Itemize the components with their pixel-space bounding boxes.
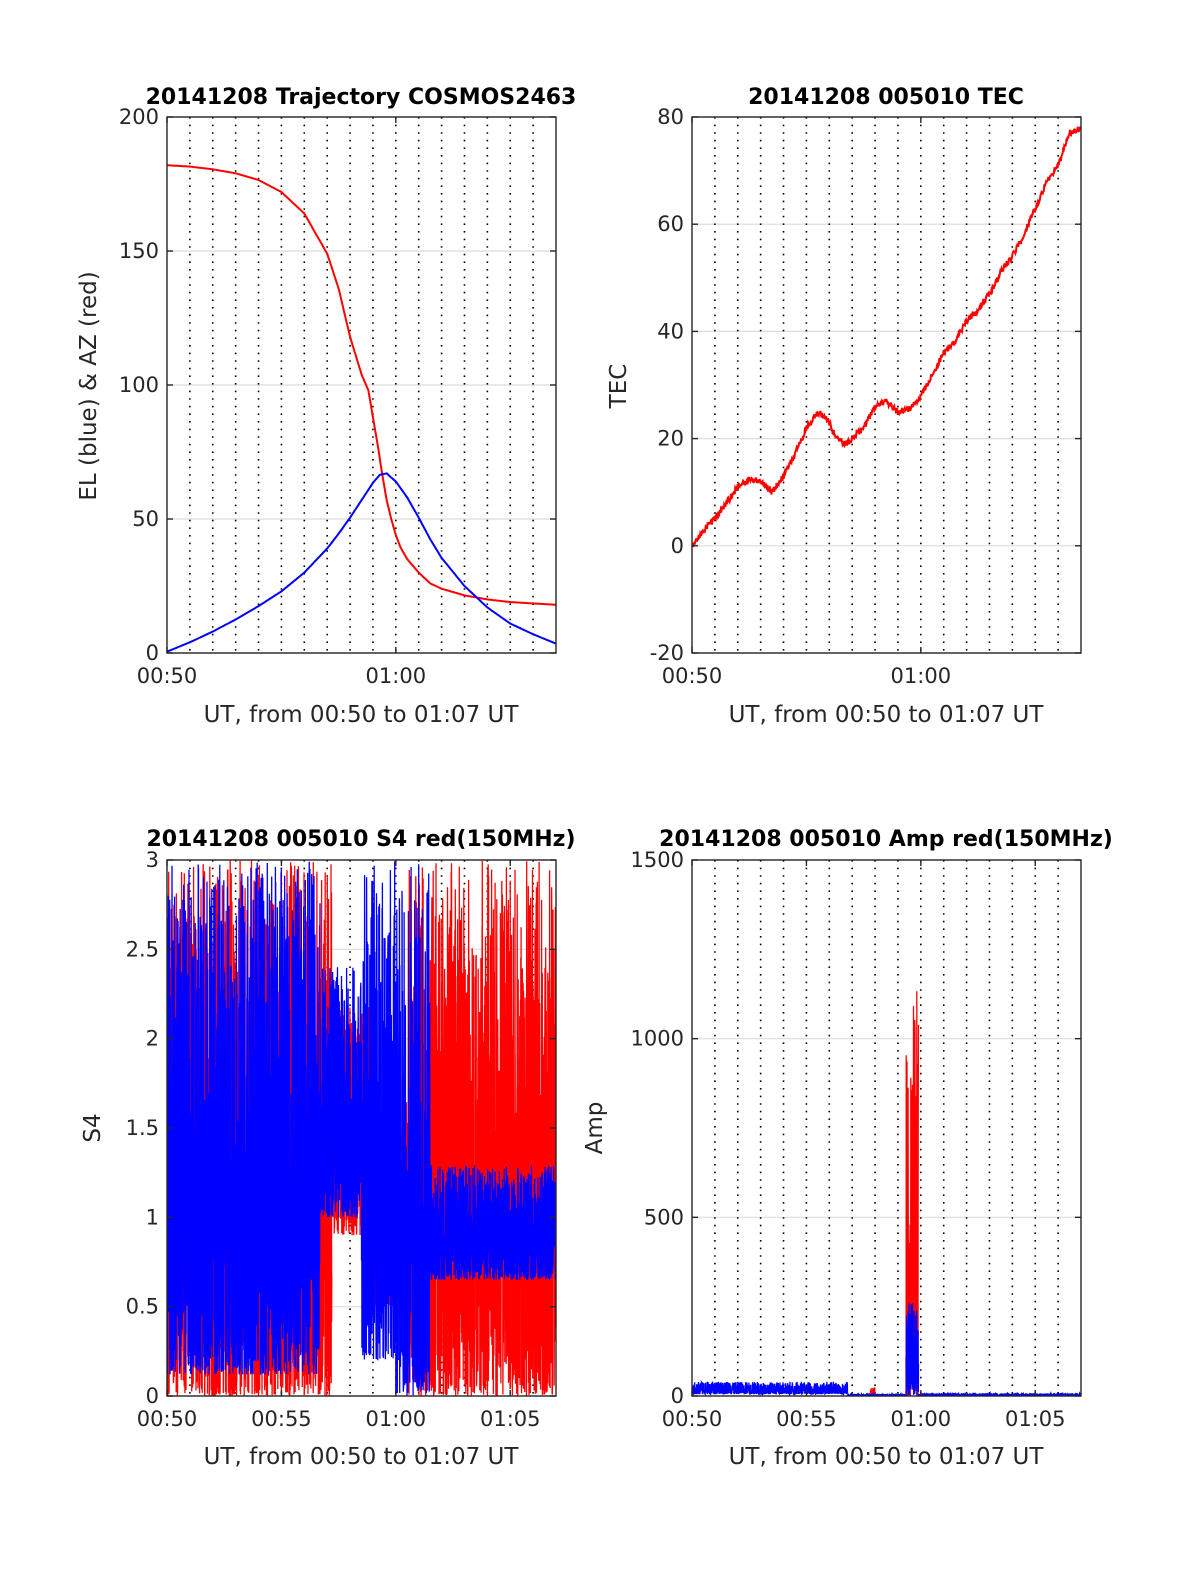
- trajectory-ytick-label: 0: [146, 641, 159, 665]
- amp-xtick-label: 01:00: [891, 1407, 952, 1431]
- s4-xtick-label: 00:50: [137, 1407, 198, 1431]
- tec-title: 20141208 005010 TEC: [748, 85, 1024, 110]
- s4-title: 20141208 005010 S4 red(150MHz): [146, 827, 575, 852]
- amp-x-label: UT, from 00:50 to 01:07 UT: [729, 1444, 1045, 1470]
- amp-panel: 20141208 005010 Amp red(150MHz) UT, from…: [582, 827, 1113, 1470]
- s4-xtick-label: 00:55: [251, 1407, 312, 1431]
- s4-y-label: S4: [80, 1113, 106, 1142]
- s4-ytick-label: 2.5: [126, 937, 159, 961]
- trajectory-series-group: [167, 164, 556, 653]
- tec-ytick-label: 60: [657, 212, 684, 236]
- tec-ytick-label: 40: [657, 319, 684, 343]
- amp-title: 20141208 005010 Amp red(150MHz): [659, 827, 1113, 852]
- tec-x-label: UT, from 00:50 to 01:07 UT: [729, 702, 1045, 728]
- tec-panel: 20141208 005010 TEC UT, from 00:50 to 01…: [606, 85, 1082, 728]
- s4-ytick-label: 1: [146, 1205, 159, 1229]
- s4-xtick-label: 01:05: [480, 1407, 541, 1431]
- trajectory-x-label: UT, from 00:50 to 01:07 UT: [204, 702, 520, 728]
- trajectory-series-blue-line: [167, 472, 556, 653]
- tec-xtick-label: 01:00: [891, 664, 952, 688]
- trajectory-ytick-label: 200: [119, 105, 159, 129]
- s4-ytick-label: 0.5: [126, 1295, 159, 1319]
- s4-ytick-label: 0: [146, 1384, 159, 1408]
- s4-series-group: [167, 860, 556, 1396]
- tec-ytick-label: -20: [650, 641, 684, 665]
- s4-x-label: UT, from 00:50 to 01:07 UT: [204, 1444, 520, 1470]
- tec-ytick-label: 0: [671, 534, 684, 558]
- s4-ytick-label: 2: [146, 1027, 159, 1051]
- amp-ytick-label: 500: [644, 1205, 684, 1229]
- trajectory-y-label: EL (blue) & AZ (red): [76, 271, 102, 500]
- amp-series-blue-line: [692, 1303, 1081, 1396]
- trajectory-xtick-label: 01:00: [366, 664, 427, 688]
- s4-xtick-label: 01:00: [366, 1407, 427, 1431]
- trajectory-title: 20141208 Trajectory COSMOS2463: [146, 85, 577, 110]
- s4-ytick-label: 1.5: [126, 1116, 159, 1140]
- trajectory-ytick-label: 150: [119, 239, 159, 263]
- amp-ytick-label: 1000: [631, 1027, 684, 1051]
- trajectory-ytick-label: 100: [119, 373, 159, 397]
- amp-ytick-label: 0: [671, 1384, 684, 1408]
- tec-y-label: TEC: [606, 364, 632, 410]
- amp-y-label: Amp: [582, 1102, 608, 1155]
- tec-plot-area: [692, 117, 1081, 653]
- tec-xtick-label: 00:50: [662, 664, 723, 688]
- trajectory-ytick-label: 50: [132, 507, 159, 531]
- tec-axes-box: [691, 116, 1082, 654]
- s4-ytick-label: 3: [146, 848, 159, 872]
- tec-ytick-label: 80: [657, 105, 684, 129]
- tec-series-red-line: [692, 126, 1081, 548]
- amp-axes-box: [691, 859, 1082, 1397]
- trajectory-xtick-label: 00:50: [137, 664, 198, 688]
- amp-xtick-label: 01:05: [1005, 1407, 1066, 1431]
- tec-series-group: [692, 126, 1081, 548]
- amp-series-group: [692, 991, 1081, 1396]
- amp-ytick-label: 1500: [631, 848, 684, 872]
- s4-panel: 20141208 005010 S4 red(150MHz) UT, from …: [80, 827, 576, 1470]
- amp-xtick-label: 00:50: [662, 1407, 723, 1431]
- tec-ytick-label: 20: [657, 427, 684, 451]
- amp-plot-area: [692, 860, 1081, 1396]
- trajectory-series-red-line: [167, 164, 556, 606]
- amp-xtick-label: 00:55: [776, 1407, 837, 1431]
- trajectory-panel: 20141208 Trajectory COSMOS2463 UT, from …: [76, 85, 576, 728]
- s4-series-blue-line: [167, 861, 556, 1396]
